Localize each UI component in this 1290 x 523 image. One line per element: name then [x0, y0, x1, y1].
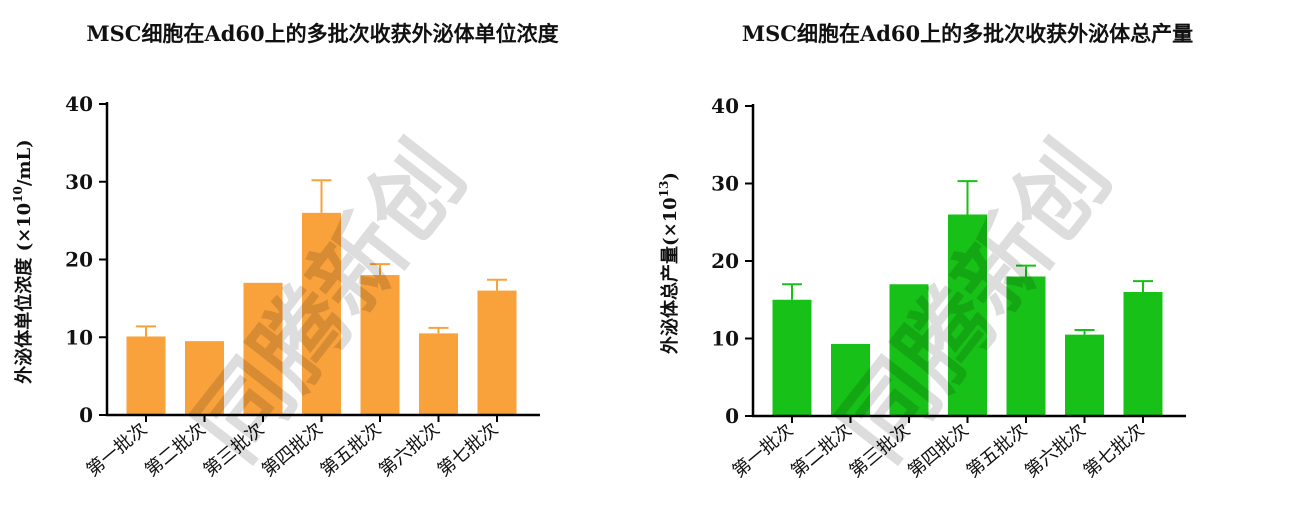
y-axis-label-unit: ): [660, 172, 681, 181]
bar: [948, 214, 987, 416]
y-tick-label: 40: [65, 92, 93, 116]
x-tick-label: 第三批次: [846, 420, 915, 482]
x-tick-label: 第六批次: [375, 419, 444, 481]
bar: [1123, 292, 1163, 416]
x-tick-label: 第四批次: [904, 420, 973, 482]
x-tick-label: 第七批次: [1080, 420, 1149, 482]
x-tick-label: 第七批次: [434, 419, 503, 481]
y-axis-label-unit: /mL): [14, 139, 35, 186]
y-tick-label: 20: [65, 248, 93, 272]
y-tick-label: 30: [65, 170, 93, 194]
x-tick-label: 第四批次: [258, 419, 327, 481]
bar: [1065, 334, 1104, 416]
y-axis-label-superscript: 10: [11, 186, 25, 203]
y-tick-label: 30: [711, 172, 739, 196]
y-axis-label: 外泌体单位浓度 (×1010/mL): [11, 139, 35, 383]
y-axis-label-main: 外泌体总产量(×10: [659, 197, 681, 354]
chart-title: MSC细胞在Ad60上的多批次收获外泌体总产量: [741, 21, 1194, 46]
x-tick-label: 第五批次: [317, 419, 386, 481]
chart-panel-total-yield: MSC细胞在Ad60上的多批次收获外泌体总产量 第一批次 第二批次 第三批次 第四批次…: [645, 0, 1290, 523]
bar: [126, 336, 166, 415]
x-tick-label: 第一批次: [729, 420, 798, 482]
x-tick-label: 第三批次: [200, 419, 269, 481]
bar: [477, 290, 517, 415]
bar: [889, 284, 929, 416]
bar: [243, 282, 283, 415]
y-axis-label-superscript: 13: [657, 181, 671, 198]
x-tick-label: 第五批次: [963, 420, 1032, 482]
bar: [1006, 276, 1046, 416]
bar: [185, 341, 224, 415]
y-axis-label-main: 外泌体单位浓度 (×10: [13, 203, 35, 384]
y-tick-label: 20: [711, 249, 739, 273]
y-tick-label: 40: [711, 94, 739, 118]
x-tick-label: 第二批次: [787, 420, 856, 482]
y-tick-label: 0: [725, 404, 739, 428]
y-tick-label: 10: [711, 327, 739, 351]
y-tick-label: 0: [79, 403, 93, 427]
bar: [831, 343, 870, 416]
y-tick-label: 10: [65, 325, 93, 349]
chart-title: MSC细胞在Ad60上的多批次收获外泌体单位浓度: [86, 21, 559, 46]
bar: [419, 333, 458, 415]
chart-panel-concentration: MSC细胞在Ad60上的多批次收获外泌体单位浓度 第一批次 第二批次 第三批次 第四批…: [11, 21, 559, 481]
bar: [360, 275, 400, 415]
x-tick-label: 第一批次: [83, 419, 152, 481]
x-tick-label: 第二批次: [141, 419, 210, 481]
y-axis-label: 外泌体总产量(×1013): [657, 172, 681, 354]
bar: [772, 299, 812, 416]
x-tick-label: 第六批次: [1021, 420, 1090, 482]
bar: [302, 212, 341, 415]
